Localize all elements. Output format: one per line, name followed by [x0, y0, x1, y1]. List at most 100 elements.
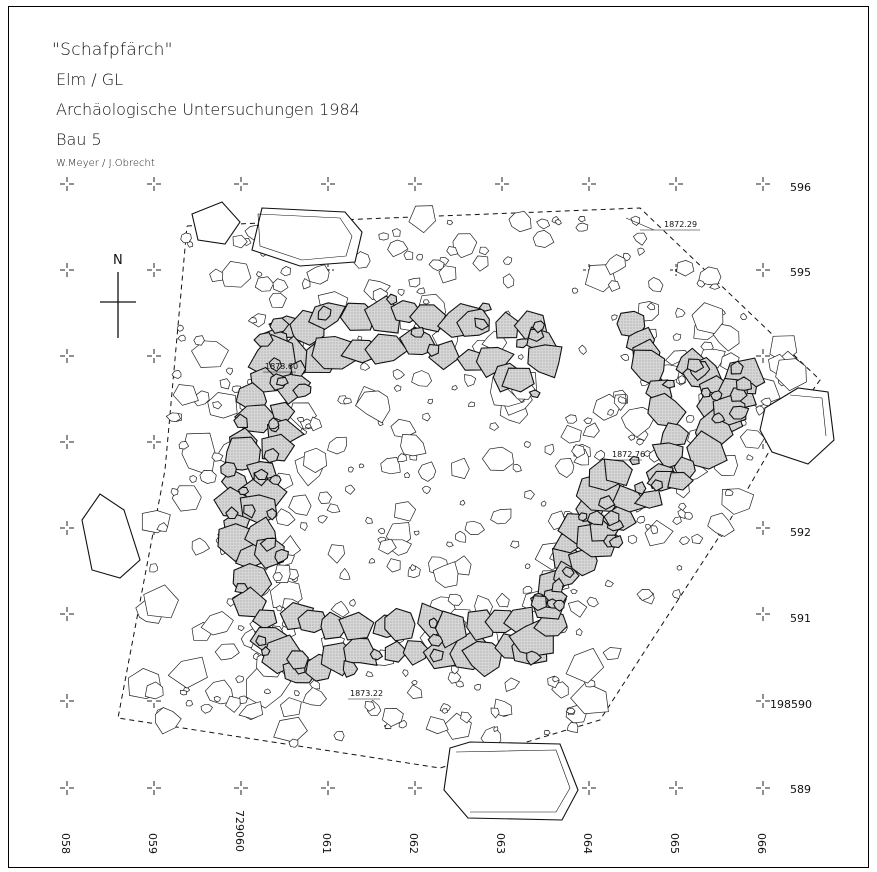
grid-cross — [321, 177, 335, 191]
survey-title: Archäologische Untersuchungen 1984 — [56, 100, 360, 119]
rubble-stone — [364, 701, 376, 712]
rubble-stone — [191, 537, 210, 556]
wall-stone — [578, 512, 588, 522]
rubble-stone — [627, 534, 638, 545]
wall-stone — [225, 506, 239, 520]
grid-cross — [582, 781, 596, 795]
rubble-stone — [365, 671, 374, 678]
rubble-stone — [472, 255, 489, 272]
wall-stone — [561, 566, 575, 579]
grid-cross — [60, 521, 74, 535]
grid-cross — [669, 781, 683, 795]
rubble-stone — [522, 586, 533, 594]
rubble-stone — [532, 229, 555, 248]
rubble-stone — [605, 254, 626, 276]
grid-cross — [408, 177, 422, 191]
rubble-stone — [422, 412, 431, 422]
rubble-stone — [327, 436, 347, 455]
rubble-stone — [489, 422, 500, 431]
rubble-stone — [411, 370, 433, 387]
rubble-stone — [417, 461, 437, 482]
rubble-stone — [333, 731, 345, 742]
rubble-stone — [696, 279, 706, 288]
grid-label-y: 198590 — [770, 698, 812, 711]
rubble-stone — [416, 287, 426, 295]
rubble-stone — [345, 484, 356, 495]
rubble-stone — [349, 598, 356, 607]
wall-stone — [223, 436, 261, 471]
grid-label-y: 596 — [790, 181, 811, 194]
rubble-stone — [177, 334, 186, 342]
rubble-stone — [225, 367, 233, 376]
rubble-stone — [775, 358, 807, 392]
rubble-stone — [460, 711, 472, 724]
rubble-stone — [144, 681, 164, 700]
rubble-stone — [459, 499, 466, 506]
wall-stone — [710, 390, 723, 402]
wall-stone — [274, 548, 290, 564]
wall-stone — [260, 646, 271, 657]
wall-stone — [456, 348, 485, 371]
rubble-stone — [636, 589, 654, 601]
rubble-stone — [207, 392, 238, 419]
wall-stone — [233, 413, 249, 429]
rubble-stone — [607, 280, 621, 292]
rubble-stone — [386, 558, 401, 573]
rubble-stone — [187, 241, 194, 248]
rubble-stone — [495, 592, 510, 608]
rubble-stone — [288, 738, 299, 748]
wall-stone — [428, 617, 438, 629]
rubble-stone — [441, 708, 449, 714]
wall-stone — [426, 343, 440, 357]
wall-stone — [603, 510, 620, 527]
rubble-stone — [178, 441, 190, 450]
wall-stone — [429, 648, 444, 663]
rubble-stone — [565, 647, 605, 684]
boulders — [81, 201, 835, 821]
frame-border — [8, 6, 869, 868]
grid-labels-x: 058 059 729060 061 062 063 064 065 066 — [59, 810, 768, 854]
rubble-stone — [607, 408, 615, 416]
rubble-stone — [357, 335, 363, 341]
rubble-stone — [571, 287, 579, 294]
rubble-stone — [464, 520, 485, 535]
boulder-west — [81, 493, 141, 579]
wall-stone — [461, 640, 503, 678]
wall-stone — [552, 599, 565, 612]
grid-cross — [147, 349, 161, 363]
wall-stone — [532, 320, 546, 334]
rubble-stone — [355, 390, 391, 424]
rubble-stone — [565, 414, 578, 424]
rubble-stone — [330, 600, 350, 618]
grid-label-x: 063 — [494, 833, 507, 854]
rubble-stone — [691, 533, 704, 544]
rubble-stone — [676, 260, 695, 277]
rubble-stone — [452, 233, 478, 259]
rubble-stone — [416, 253, 423, 261]
wall-stone — [342, 660, 359, 678]
wall-stone — [251, 609, 278, 630]
rubble-stone — [604, 579, 614, 587]
wall-stone — [700, 387, 711, 398]
rubble-stone — [156, 522, 168, 532]
grid-cross — [756, 694, 770, 708]
rubble-stone — [508, 210, 532, 233]
wall-stone — [650, 479, 663, 492]
rubble-stone — [451, 457, 470, 480]
grid-label-x: 066 — [755, 833, 768, 854]
boulder-south — [443, 741, 579, 821]
rubble-stone — [678, 502, 687, 511]
rubble-stone — [577, 216, 586, 223]
rubble-stone — [392, 368, 405, 380]
rubble-stone — [552, 676, 560, 683]
rubble-stone — [272, 278, 289, 293]
grid-cross — [234, 781, 248, 795]
rubble-stone — [317, 515, 328, 524]
rubble-stone — [193, 335, 205, 346]
wall-stone — [268, 474, 282, 486]
rubble-stone — [301, 278, 311, 290]
wall-stone — [659, 422, 690, 446]
wall-stone — [501, 367, 535, 393]
grid-cross — [60, 781, 74, 795]
rubble-stone — [143, 584, 179, 619]
